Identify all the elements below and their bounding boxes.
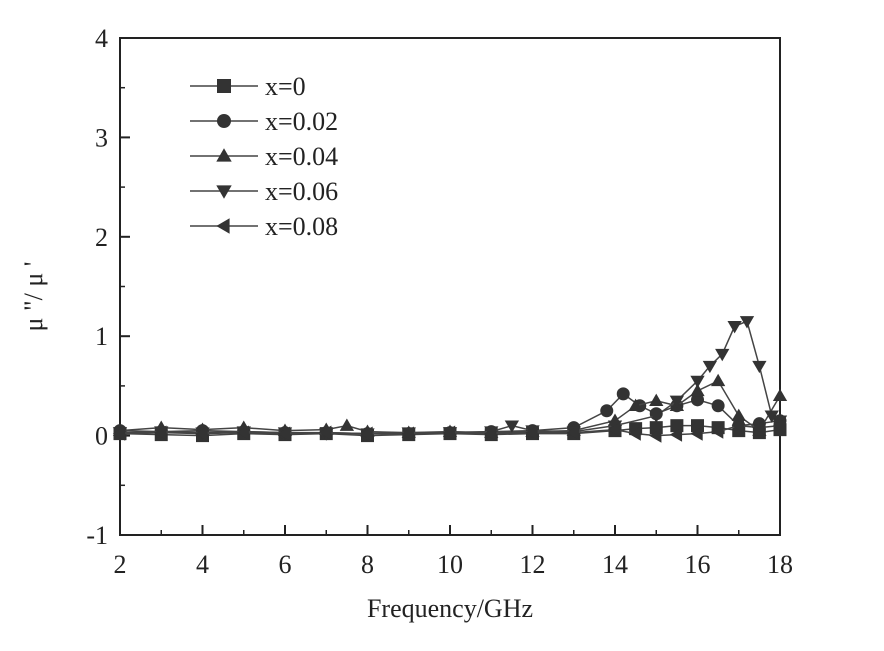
data-point [690, 375, 705, 389]
data-point [628, 398, 643, 411]
data-point [772, 418, 786, 433]
y-tick-label: 2 [95, 223, 108, 252]
data-point [649, 410, 664, 423]
series-triangle-left [112, 418, 786, 443]
y-tick-label: 3 [95, 123, 108, 152]
plot-area [119, 37, 781, 536]
data-point [525, 425, 538, 440]
x-tick-label: 16 [685, 550, 711, 579]
data-point [669, 395, 685, 408]
legend-label: x=0.08 [265, 212, 338, 241]
data-point [691, 393, 704, 407]
data-point [616, 387, 630, 401]
data-point [442, 425, 456, 440]
plot-frame [119, 37, 781, 536]
legend-marker [216, 218, 230, 234]
y-tick-label: 0 [95, 422, 108, 451]
data-point [236, 425, 249, 440]
data-point [690, 426, 703, 441]
series-line [119, 320, 781, 435]
series-triangle-down [112, 316, 788, 441]
data-point [154, 425, 167, 440]
x-tick-label: 10 [437, 550, 463, 579]
data-point [690, 383, 705, 397]
x-tick-label: 14 [602, 550, 628, 579]
data-point [360, 426, 373, 441]
data-point [195, 426, 208, 441]
legend-label: x=0.04 [265, 142, 338, 171]
data-point [649, 428, 662, 443]
x-axis: 2 4 6 8 10 12 14 16 18 [114, 525, 793, 579]
series-layer [112, 316, 788, 443]
legend-marker [216, 148, 232, 162]
legend: x=0 x=0.02 x=0.04 x=0.06 x=0.08 [190, 72, 338, 241]
data-point [731, 408, 746, 421]
data-point [401, 426, 414, 441]
data-point [710, 373, 726, 387]
data-point [607, 422, 621, 437]
data-point [484, 426, 497, 441]
legend-marker [216, 185, 232, 199]
data-point [319, 425, 332, 440]
legend-label: x=0 [265, 72, 306, 101]
legend-label: x=0.02 [265, 107, 338, 136]
data-point [710, 424, 724, 439]
legend-marker [217, 114, 231, 128]
legend-item: x=0.02 [190, 107, 338, 136]
legend-marker [217, 79, 231, 93]
data-point [739, 316, 755, 329]
legend-item: x=0.08 [190, 212, 338, 241]
data-point [752, 360, 767, 374]
data-point [649, 393, 664, 407]
x-tick-label: 12 [520, 550, 546, 579]
y-tick-label: 1 [95, 322, 108, 351]
data-point [566, 425, 579, 440]
data-point [702, 360, 718, 374]
data-point [339, 418, 355, 431]
data-point [112, 426, 126, 441]
data-point [731, 418, 744, 433]
x-tick-label: 4 [196, 550, 209, 579]
y-tick-label: -1 [86, 521, 108, 550]
data-point [711, 399, 725, 413]
data-point [715, 348, 730, 362]
legend-label: x=0.06 [265, 177, 338, 206]
data-point [727, 321, 742, 334]
data-point [669, 427, 683, 442]
x-axis-title: Frequency/GHz [367, 594, 533, 623]
data-point [600, 404, 614, 418]
legend-item: x=0.04 [190, 142, 338, 171]
data-point [772, 388, 788, 402]
x-tick-label: 8 [361, 550, 374, 579]
x-tick-label: 18 [767, 550, 793, 579]
y-tick-label: 4 [95, 24, 108, 53]
legend-item: x=0 [190, 72, 306, 101]
data-point [764, 410, 779, 423]
legend-item: x=0.06 [190, 177, 338, 206]
x-tick-label: 2 [114, 550, 127, 579]
y-axis: -1 0 1 2 3 4 [86, 24, 130, 550]
data-point [752, 420, 765, 435]
data-point [277, 426, 291, 441]
x-tick-label: 6 [279, 550, 292, 579]
data-point [504, 420, 520, 433]
y-axis-title: μ "/ μ ' [19, 262, 48, 332]
data-point [628, 426, 641, 441]
